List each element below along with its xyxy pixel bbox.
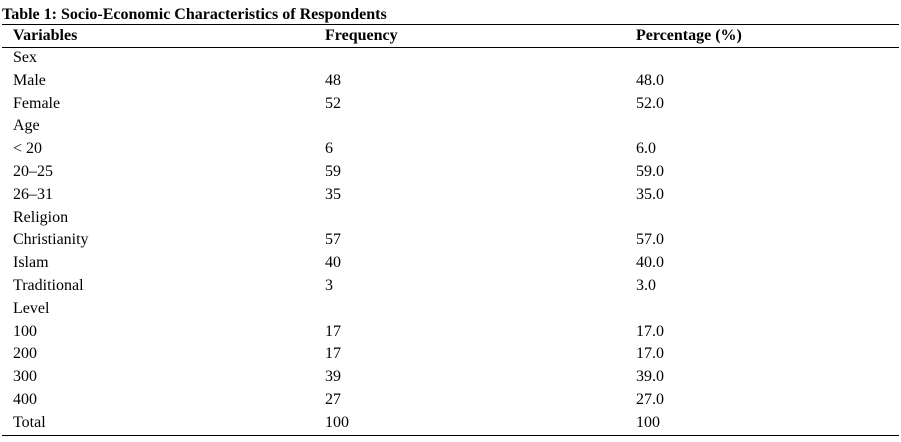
cell-frequency: 17 — [325, 322, 341, 340]
cell-frequency: 57 — [325, 231, 341, 249]
cell-frequency: 52 — [325, 94, 341, 112]
table-row: 100 17 17.0 — [2, 321, 899, 344]
table-title: Table 1: Socio-Economic Characteristics … — [2, 6, 387, 23]
table-bottom-rule — [2, 435, 899, 436]
cell-frequency: 35 — [325, 185, 341, 203]
table-row: Level — [2, 298, 899, 321]
cell-frequency: 100 — [325, 413, 349, 431]
cell-variable: Christianity — [13, 231, 89, 249]
cell-percentage — [625, 298, 899, 321]
cell-variable: Male — [13, 71, 46, 89]
table-row: 400 27 27.0 — [2, 389, 899, 412]
cell-percentage: 57.0 — [636, 231, 664, 249]
cell-percentage: 59.0 — [636, 162, 664, 180]
cell-percentage: 40.0 — [636, 254, 664, 272]
cell-variable: 300 — [13, 368, 37, 386]
cell-frequency — [314, 47, 625, 70]
cell-percentage: 27.0 — [636, 390, 664, 408]
table-body: Sex Male 48 48.0 Female 52 52.0 Age < 20 6 6.0 20–2… — [2, 47, 899, 435]
cell-frequency: 3 — [325, 276, 333, 294]
cell-percentage: 52.0 — [636, 94, 664, 112]
cell-percentage: 39.0 — [636, 368, 664, 386]
header-percentage: Percentage (%) — [636, 27, 742, 44]
cell-frequency: 6 — [325, 140, 333, 158]
cell-frequency: 40 — [325, 254, 341, 272]
table-top-rule — [2, 24, 899, 25]
table-header-row: Variables Frequency Percentage (%) — [2, 25, 899, 47]
table-row: Sex — [2, 47, 899, 70]
cell-variable: Female — [13, 94, 61, 112]
table-row: 200 17 17.0 — [2, 343, 899, 366]
cell-frequency: 59 — [325, 162, 341, 180]
cell-variable: 26–31 — [13, 185, 53, 203]
cell-frequency: 17 — [325, 345, 341, 363]
table-row: Islam 40 40.0 — [2, 252, 899, 275]
cell-percentage — [625, 207, 899, 230]
table-row: Traditional 3 3.0 — [2, 275, 899, 298]
table-row: 26–31 35 35.0 — [2, 184, 899, 207]
cell-variable: Age — [13, 117, 40, 135]
cell-variable: 200 — [13, 345, 37, 363]
cell-variable: < 20 — [13, 140, 43, 158]
cell-variable: 400 — [13, 390, 37, 408]
cell-variable: Level — [13, 299, 50, 317]
cell-frequency: 39 — [325, 368, 341, 386]
table-row: Total 100 100 — [2, 412, 899, 435]
cell-percentage: 100 — [636, 413, 660, 431]
table-row: Age — [2, 115, 899, 138]
cell-variable: Traditional — [13, 276, 84, 294]
cell-percentage: 48.0 — [636, 71, 664, 89]
cell-percentage: 6.0 — [636, 140, 656, 158]
table-row: Religion — [2, 207, 899, 230]
cell-frequency — [314, 207, 625, 230]
cell-frequency: 48 — [325, 71, 341, 89]
cell-variable: Total — [13, 413, 46, 431]
header-variables: Variables — [13, 27, 78, 44]
cell-variable: 100 — [13, 322, 37, 340]
socio-economic-table: Variables Frequency Percentage (%) Sex Ma… — [2, 25, 899, 435]
cell-variable: Islam — [13, 254, 49, 272]
cell-percentage — [625, 47, 899, 70]
table-header-rule — [2, 47, 899, 48]
header-frequency: Frequency — [325, 27, 398, 44]
cell-variable: Religion — [13, 208, 69, 226]
cell-percentage: 17.0 — [636, 345, 664, 363]
cell-percentage: 35.0 — [636, 185, 664, 203]
table-row: Christianity 57 57.0 — [2, 229, 899, 252]
cell-percentage: 17.0 — [636, 322, 664, 340]
table-row: 300 39 39.0 — [2, 366, 899, 389]
table-row: 20–25 59 59.0 — [2, 161, 899, 184]
table-row: Female 52 52.0 — [2, 93, 899, 116]
cell-frequency: 27 — [325, 390, 341, 408]
cell-variable: Sex — [13, 49, 37, 66]
cell-frequency — [314, 115, 625, 138]
cell-frequency — [314, 298, 625, 321]
table-row: < 20 6 6.0 — [2, 138, 899, 161]
cell-percentage — [625, 115, 899, 138]
cell-variable: 20–25 — [13, 162, 53, 180]
table-row: Male 48 48.0 — [2, 70, 899, 93]
cell-percentage: 3.0 — [636, 276, 656, 294]
